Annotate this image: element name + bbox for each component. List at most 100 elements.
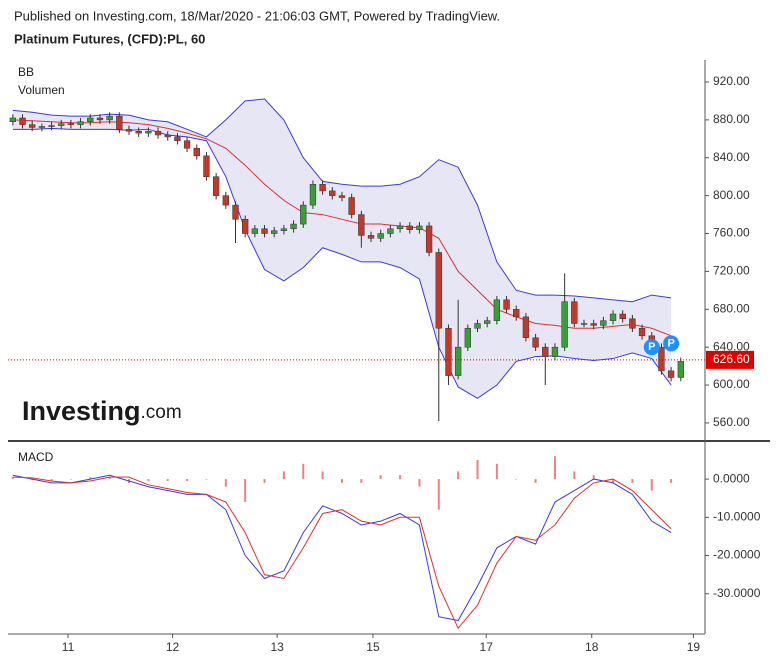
candle-body [38,126,46,128]
candle-body [48,125,55,127]
candle-body [532,337,539,348]
macd-histogram-bar [612,479,615,483]
candle-body [600,320,607,326]
y-tick-label: 720.00 [713,264,750,278]
current-price-label: 626.60 [713,352,750,366]
candle-body [658,346,665,372]
event-marker [643,339,660,356]
macd-histogram-bar [650,479,653,491]
macd-histogram-bar [166,479,169,481]
candle-body [309,184,317,206]
macd-histogram-bar [224,479,227,487]
x-tick-label: 11 [62,640,75,654]
event-marker-label: P [667,337,674,349]
candle-body [377,233,384,239]
candle-body [542,346,549,357]
x-tick-label: 17 [480,640,494,654]
macd-histogram-bar [321,471,324,480]
candle-body [290,223,297,230]
candle-body [77,121,84,125]
macd-histogram-bar [418,479,421,487]
candle-body [271,230,278,234]
candle-body [319,184,326,192]
candle-body [106,115,113,121]
candle-body [174,136,181,141]
candle-body [561,301,568,348]
candle-body [474,323,481,329]
macd-histogram-bar [399,475,402,480]
candle-body [416,225,423,230]
candle-body [396,225,404,230]
y-tick-label: -30.0000 [713,586,761,600]
x-tick-label: 18 [585,640,599,654]
macd-histogram-bar [340,479,343,483]
macd-histogram-bar [457,471,460,480]
candle-body [212,176,220,196]
candle-body [329,190,336,196]
y-tick-label: 560.00 [713,415,750,429]
candle-body [280,228,288,231]
candle-body [145,130,152,134]
candle-body [522,316,530,338]
macd-line [12,474,672,622]
candle-body [358,214,365,236]
y-tick-label: 920.00 [713,74,750,88]
x-tick-label: 15 [366,640,380,654]
candle-body [454,346,462,376]
candle-body [435,252,442,329]
macd-histogram-bar [108,477,111,480]
logo-main: Investing [22,396,141,426]
logo: Investing.com [22,396,182,426]
candle-body [677,361,684,378]
candle-body [609,313,617,321]
y-tick-label: 0.0000 [713,471,750,485]
candle-body [571,301,578,324]
macd-histogram-bar [592,475,595,480]
macd-histogram-bar [437,479,440,510]
macd-histogram-bar [515,479,518,480]
candle-body [387,228,394,234]
x-tick-label: 12 [166,640,180,654]
candle-body [580,323,588,325]
y-tick-label: 880.00 [713,112,750,126]
y-tick-label: 680.00 [713,301,750,315]
band-line [12,127,672,399]
chart-title: Platinum Futures, (CFD):PL, 60 [14,31,205,46]
logo-suffix: .com [141,402,182,423]
y-tick-label: -20.0000 [713,548,761,562]
candle-body [29,124,36,128]
band-line [12,119,672,337]
candle-body [667,370,675,378]
candle-body [638,327,646,337]
candle-body [503,299,510,310]
x-tick-label: 13 [270,640,284,654]
macd-histogram-bar [244,479,247,503]
macd-histogram-bar [186,479,189,481]
candle-body [222,195,229,206]
candle-body [183,140,191,149]
candle-body [242,219,249,234]
candle-body [125,129,133,132]
event-marker-label: P [648,341,655,353]
candle-body [629,318,636,329]
macd-histogram-bar [302,463,305,480]
event-marker [663,335,680,352]
candle-body [425,225,433,253]
candle-body [67,123,75,125]
current-price-box [706,350,754,369]
x-tick-label: 19 [687,640,701,654]
candle-body [96,117,104,121]
macd-histogram-bar [495,463,498,480]
macd-histogram-bar [553,456,556,480]
macd-histogram-bar [631,479,634,483]
macd-histogram-bar [282,471,285,480]
macd-histogram-bar [379,475,382,480]
indicator-label: BB [18,65,34,79]
candle-body [619,313,626,320]
candle-body [348,197,355,215]
candle-body [193,148,200,157]
candle-body [154,130,162,136]
published-note: Published on Investing.com, 18/Mar/2020 … [14,8,500,23]
y-tick-label: 640.00 [713,339,750,353]
candle-body [261,228,268,234]
